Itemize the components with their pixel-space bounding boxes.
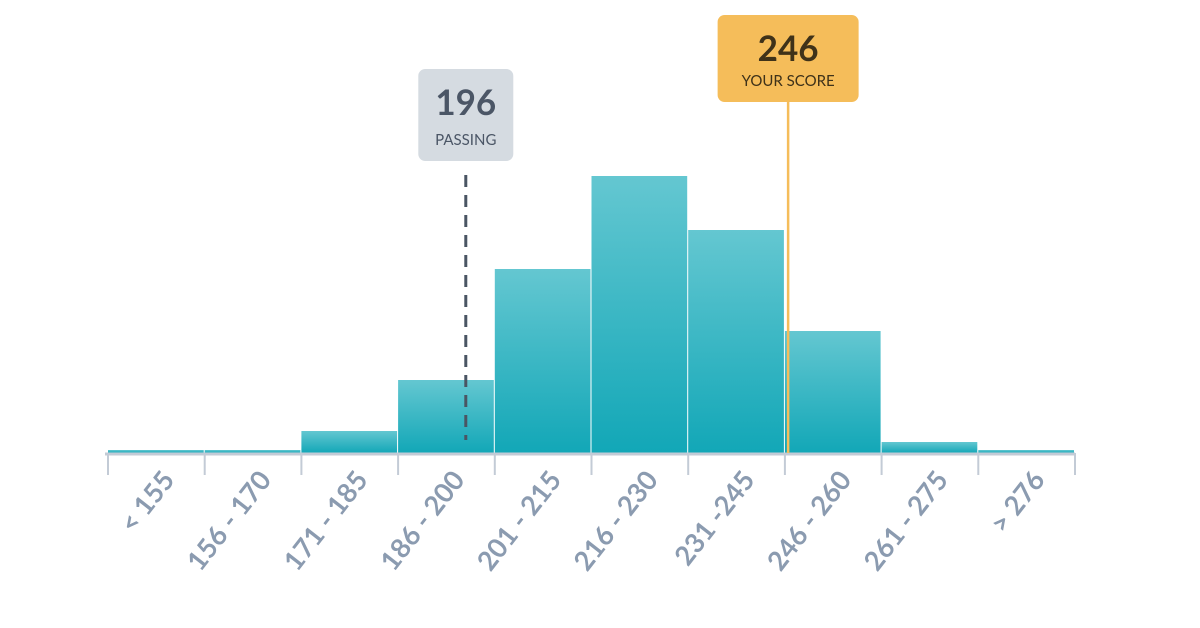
marker-box — [418, 69, 514, 161]
bar — [784, 331, 881, 453]
x-tick-label: > 276 — [982, 464, 1051, 539]
bar — [978, 450, 1074, 453]
bar — [398, 380, 494, 453]
x-tick-label: 171 - 185 — [276, 464, 374, 577]
x-tick-label: 261 - 275 — [856, 464, 954, 577]
bar — [881, 442, 978, 453]
bar — [108, 450, 204, 453]
marker-value: 196 — [435, 81, 496, 123]
marker-label: YOUR SCORE — [742, 72, 835, 90]
marker-label: PASSING — [435, 131, 496, 149]
x-tick-label: 216 - 230 — [566, 464, 664, 577]
bar — [301, 431, 398, 453]
x-tick-label: 201 - 215 — [469, 464, 567, 577]
marker-value: 246 — [758, 27, 819, 69]
x-tick-label: 231 -245 — [667, 464, 761, 571]
x-tick-label: < 155 — [112, 464, 181, 539]
x-tick-label: 156 - 170 — [179, 464, 277, 577]
x-tick-label: 186 - 200 — [372, 464, 470, 577]
marker-box — [717, 15, 859, 102]
bar — [494, 269, 591, 453]
x-tick-label: 246 - 260 — [759, 464, 857, 577]
bar — [688, 230, 784, 453]
bar — [204, 450, 301, 453]
bar — [591, 176, 688, 453]
